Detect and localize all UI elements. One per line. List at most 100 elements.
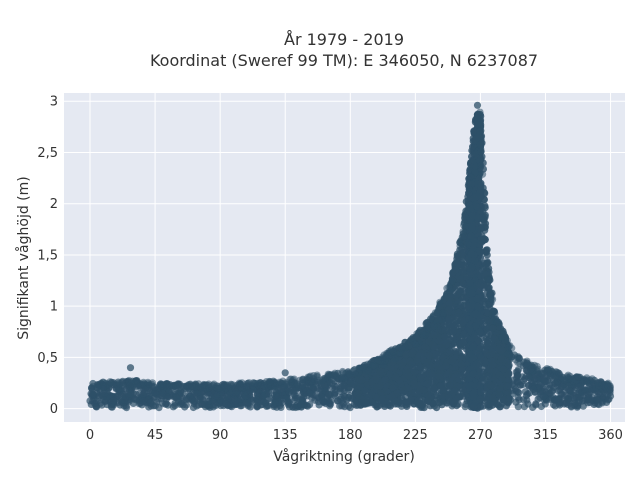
data-point	[110, 397, 118, 405]
data-point	[529, 368, 537, 376]
data-point	[476, 108, 484, 116]
data-point	[489, 295, 497, 303]
data-point	[445, 283, 453, 291]
data-point	[89, 390, 97, 398]
data-point	[251, 380, 259, 388]
data-point	[410, 379, 418, 387]
y-tick-label: 2	[50, 197, 58, 212]
data-point	[504, 344, 512, 352]
data-point	[139, 397, 147, 405]
data-point	[583, 374, 591, 382]
chart-title: År 1979 - 2019	[284, 30, 404, 49]
x-tick-label: 225	[403, 428, 428, 443]
data-point	[416, 395, 424, 403]
data-point	[402, 351, 410, 359]
data-point	[476, 383, 484, 391]
data-point	[427, 315, 435, 323]
data-point	[456, 242, 464, 250]
data-point	[349, 367, 357, 375]
data-point	[488, 348, 496, 356]
data-point	[451, 347, 459, 355]
data-point	[345, 384, 353, 392]
data-point	[482, 349, 490, 357]
data-point	[470, 128, 478, 136]
data-point	[325, 390, 333, 398]
data-point	[132, 377, 140, 385]
data-point	[307, 390, 315, 398]
chart-subtitle: Koordinat (Sweref 99 TM): E 346050, N 62…	[150, 51, 538, 70]
data-point	[561, 393, 569, 401]
data-point	[108, 403, 116, 411]
data-point	[456, 317, 464, 325]
data-point	[475, 287, 483, 295]
data-point	[368, 378, 376, 386]
x-tick-label: 360	[598, 428, 623, 443]
data-point	[403, 398, 411, 406]
data-point	[476, 395, 484, 403]
data-point	[285, 388, 293, 396]
data-point	[473, 101, 482, 109]
data-point	[445, 321, 453, 329]
y-tick-label: 3	[50, 95, 58, 110]
data-point	[413, 356, 421, 364]
data-point	[378, 395, 386, 403]
data-point	[490, 334, 499, 343]
data-point	[473, 192, 481, 200]
data-point	[282, 395, 290, 403]
data-point	[499, 328, 507, 336]
data-point	[126, 364, 135, 372]
data-point	[417, 375, 425, 383]
y-axis-ticks: 00,511,522,53	[37, 95, 58, 417]
data-point	[556, 401, 564, 409]
data-point	[476, 248, 484, 256]
x-tick-label: 90	[212, 428, 229, 443]
data-point	[430, 322, 438, 330]
data-point	[453, 259, 461, 267]
data-point	[356, 365, 364, 373]
data-point	[260, 382, 269, 390]
data-point	[558, 383, 567, 391]
data-point	[497, 355, 505, 363]
data-point	[164, 401, 172, 409]
data-point	[341, 403, 349, 411]
data-point	[381, 376, 389, 384]
data-point	[446, 335, 454, 344]
data-point	[477, 145, 485, 153]
data-point	[488, 401, 497, 409]
data-point	[406, 357, 414, 365]
data-point	[319, 397, 327, 405]
data-point	[500, 396, 508, 404]
data-point	[428, 371, 436, 379]
data-point	[503, 337, 511, 345]
data-point	[401, 343, 410, 351]
data-point	[475, 317, 483, 326]
data-point	[367, 391, 375, 399]
data-point	[423, 380, 431, 388]
data-point	[442, 362, 450, 370]
data-point	[413, 330, 421, 338]
data-point	[435, 337, 443, 345]
data-point	[264, 402, 272, 410]
y-tick-label: 1,5	[37, 248, 58, 263]
data-point	[217, 397, 225, 405]
data-point	[469, 343, 477, 351]
data-point	[476, 328, 484, 336]
data-point	[446, 293, 455, 301]
data-point	[391, 354, 400, 363]
data-point	[326, 373, 334, 381]
data-point	[476, 403, 485, 411]
x-tick-label: 45	[147, 428, 164, 443]
data-point	[470, 241, 478, 249]
data-point	[244, 399, 252, 407]
data-point	[476, 240, 484, 248]
data-point	[445, 394, 453, 402]
data-point	[448, 357, 456, 365]
data-point	[563, 399, 571, 407]
x-tick-label: 0	[86, 428, 94, 443]
data-point	[483, 257, 491, 265]
data-point	[505, 369, 513, 377]
y-axis-title: Signifikant våghöjd (m)	[15, 176, 32, 339]
data-point	[425, 352, 433, 360]
y-tick-label: 2,5	[37, 146, 58, 161]
data-point	[489, 394, 497, 402]
